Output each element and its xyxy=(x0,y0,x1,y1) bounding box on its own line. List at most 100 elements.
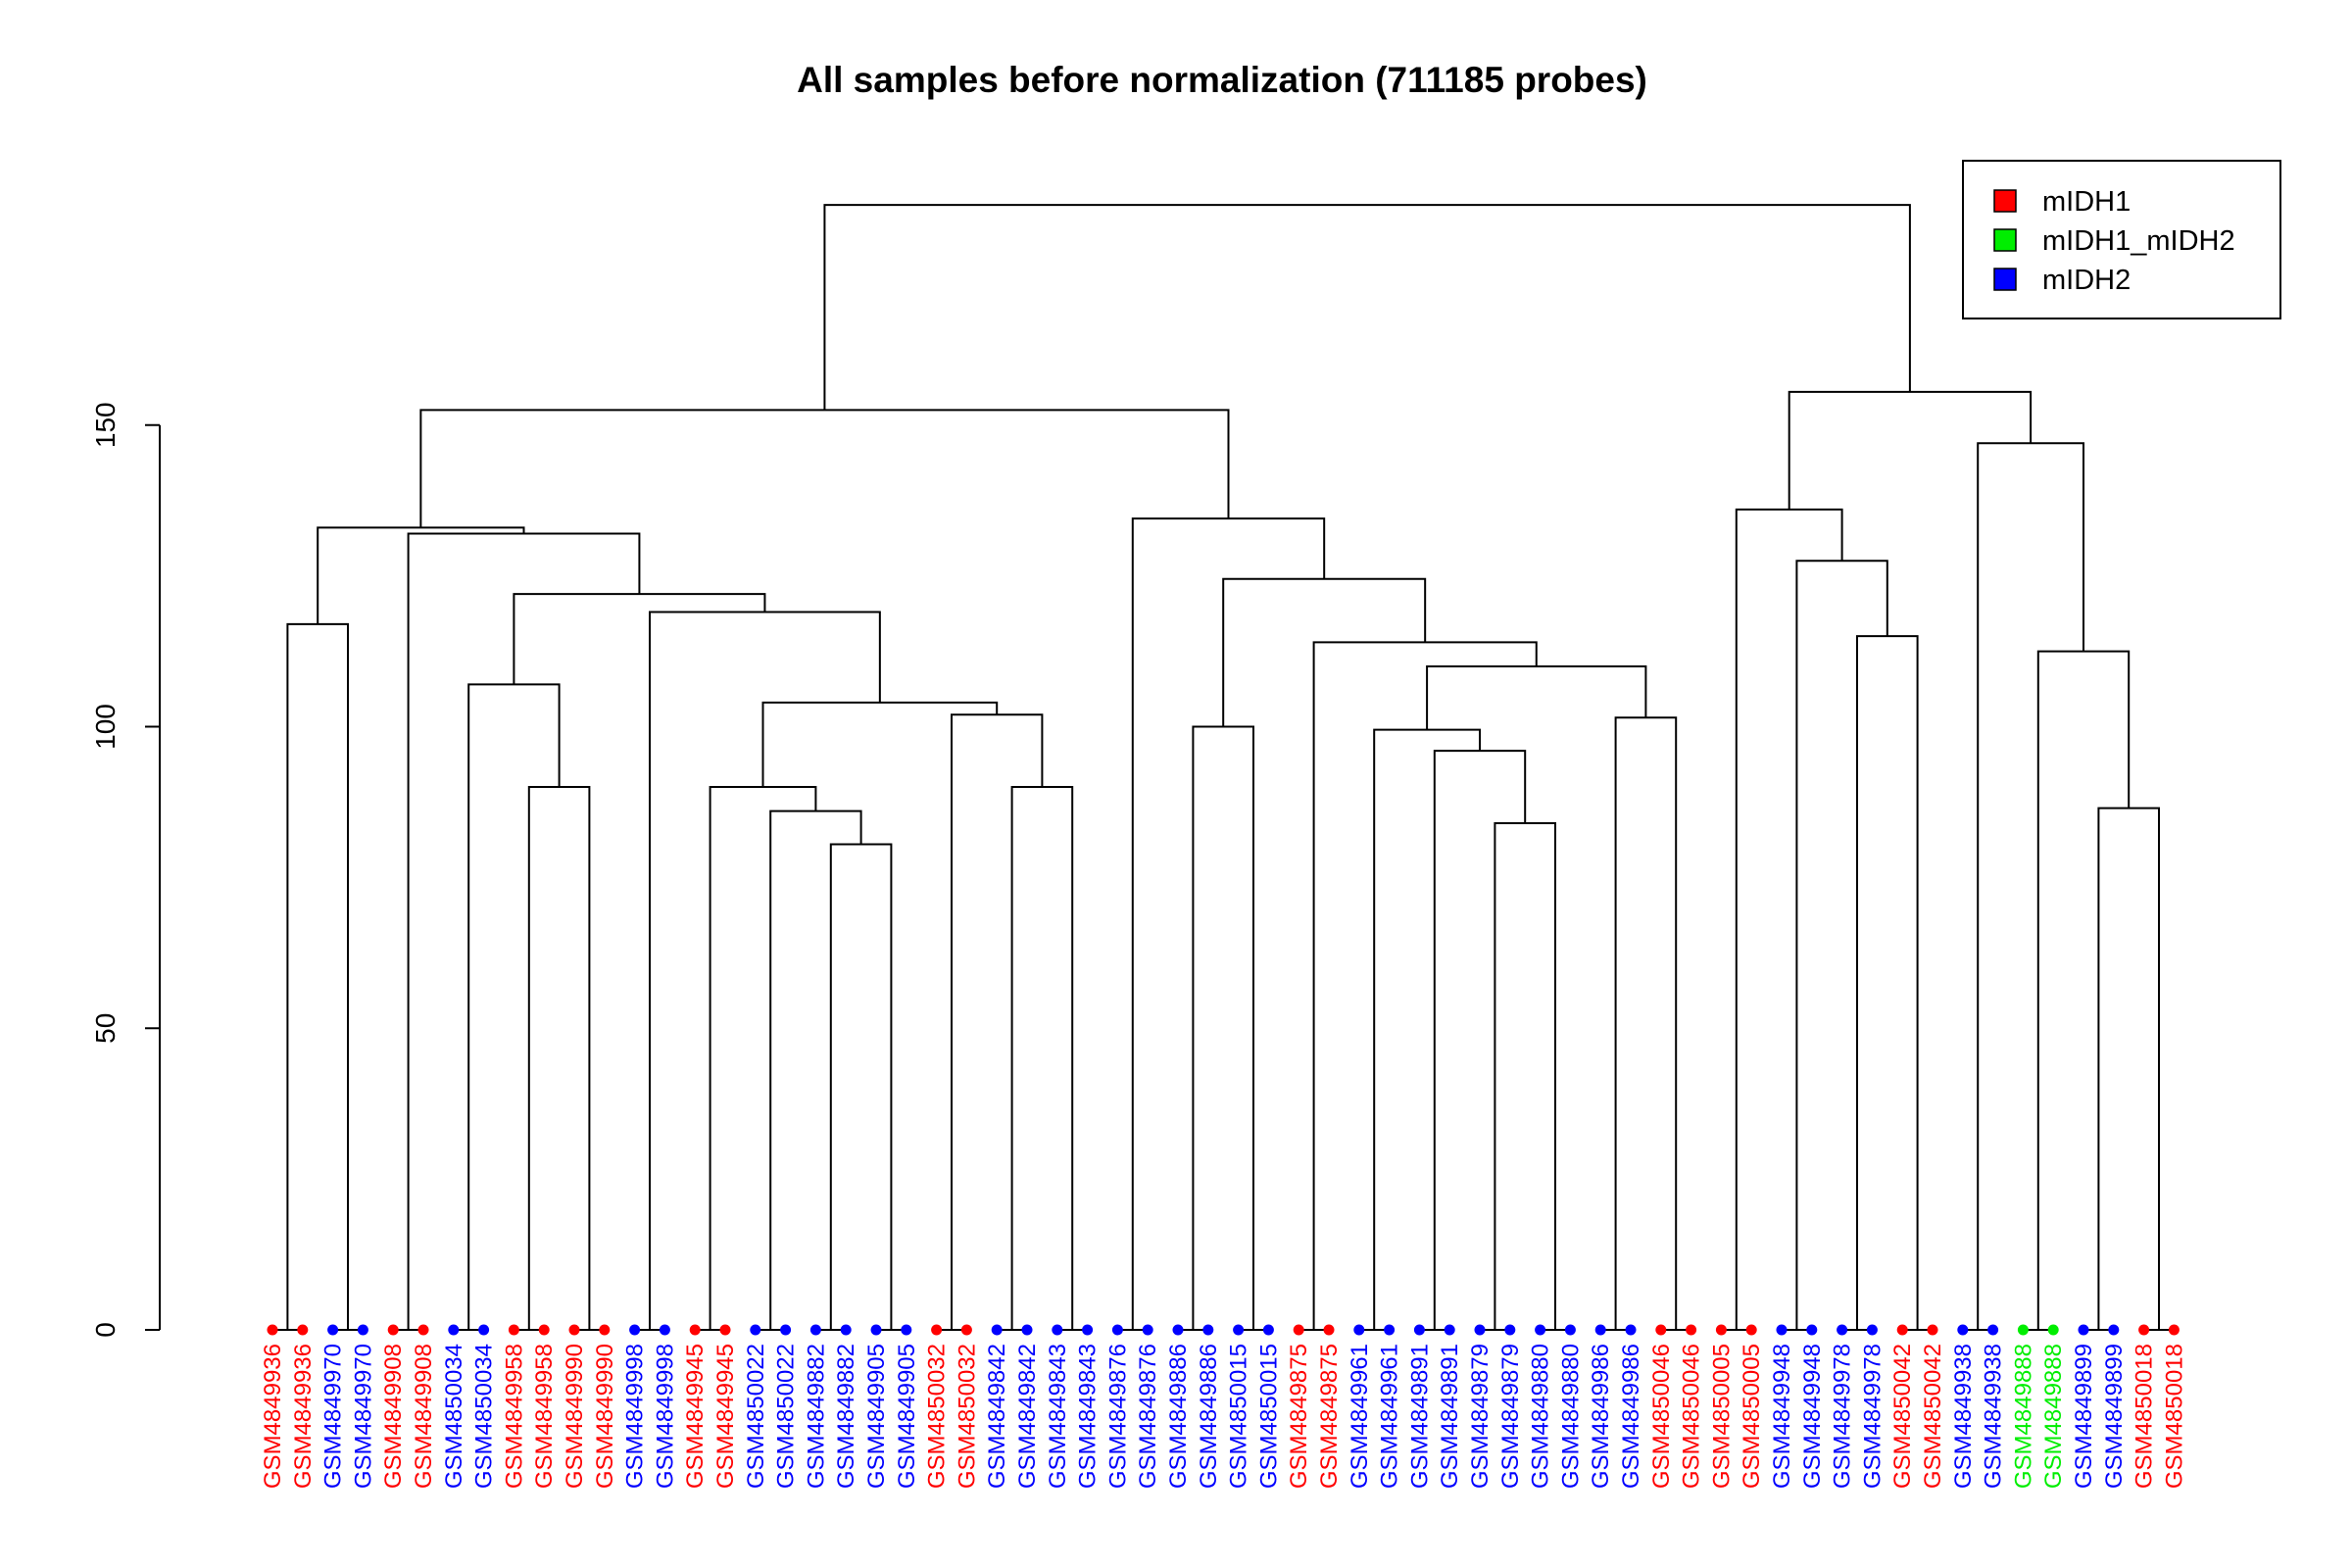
leaf-label: GSM4849986 xyxy=(1618,1344,1644,1489)
leaf-point xyxy=(1504,1324,1516,1336)
leaf-label: GSM4849986 xyxy=(1588,1344,1614,1489)
leaf-label: GSM4849958 xyxy=(501,1344,527,1489)
leaf-point xyxy=(297,1324,309,1336)
leaf-label: GSM4849970 xyxy=(350,1344,376,1489)
dendrogram-branch xyxy=(1795,560,1888,1330)
legend-label: mIDH1_mIDH2 xyxy=(2042,225,2235,257)
leaf-point xyxy=(840,1324,852,1336)
dendrogram-branch xyxy=(649,611,881,1330)
dendrogram-branch xyxy=(951,713,1044,1330)
leaf-label: GSM4850032 xyxy=(924,1344,951,1489)
leaf-label: GSM4849875 xyxy=(1316,1344,1343,1489)
leaf-label: GSM4849945 xyxy=(682,1344,709,1489)
leaf-label: GSM4850018 xyxy=(2132,1344,2158,1489)
leaf-label: GSM4849842 xyxy=(1014,1344,1041,1489)
leaf-label: GSM4849879 xyxy=(1467,1344,1494,1489)
leaf-label: GSM4849958 xyxy=(531,1344,558,1489)
dendrogram-branch xyxy=(1433,750,1527,1330)
leaf-point xyxy=(1806,1324,1818,1336)
leaf-label: GSM4849876 xyxy=(1104,1344,1131,1489)
leaf-label: GSM4849891 xyxy=(1437,1344,1463,1489)
leaf-label: GSM4849938 xyxy=(1981,1344,2007,1489)
leaf-point xyxy=(629,1324,641,1336)
leaf-point xyxy=(1655,1324,1667,1336)
leaf-point xyxy=(1686,1324,1697,1336)
leaf-label: GSM4849880 xyxy=(1528,1344,1554,1489)
y-axis: 0 50 100 150 xyxy=(90,402,161,1338)
leaf-point xyxy=(2168,1324,2180,1336)
dendrogram-branch xyxy=(823,204,1911,411)
leaf-point xyxy=(1082,1324,1094,1336)
leaf-point xyxy=(1745,1324,1757,1336)
leaf-label: GSM4850022 xyxy=(743,1344,769,1489)
leaf-point xyxy=(931,1324,943,1336)
leaf-point xyxy=(1353,1324,1365,1336)
leaf-label: GSM4849978 xyxy=(1830,1344,1856,1489)
leaf-label: GSM4849948 xyxy=(1769,1344,1795,1489)
dendrogram-branch xyxy=(1131,517,1326,1330)
leaf-point xyxy=(1384,1324,1396,1336)
leaf-point xyxy=(2138,1324,2150,1336)
leaf-label: GSM4849879 xyxy=(1497,1344,1524,1489)
dendrogram-branch xyxy=(1614,716,1678,1330)
leaf-label: GSM4850032 xyxy=(954,1344,980,1489)
chart-title: All samples before normalization (711185… xyxy=(797,60,1647,100)
dendrogram-branch xyxy=(1222,577,1427,727)
dendrogram-branch xyxy=(1192,725,1254,1330)
leaf-label: GSM4850015 xyxy=(1255,1344,1282,1489)
leaf-point xyxy=(1987,1324,1999,1336)
y-tick-label: 150 xyxy=(90,402,121,448)
leaf-point xyxy=(809,1324,821,1336)
leaf-point xyxy=(659,1324,670,1336)
dendrogram-branch xyxy=(1735,508,1843,1330)
leaf-point xyxy=(1715,1324,1727,1336)
dendrogram-branch xyxy=(1426,664,1647,730)
leaf-point xyxy=(1837,1324,1848,1336)
leaf-label: GSM4850034 xyxy=(471,1344,498,1489)
leaf-point xyxy=(599,1324,611,1336)
leaf-label: GSM4849899 xyxy=(2071,1344,2097,1489)
leaf-label: GSM4849961 xyxy=(1347,1344,1373,1489)
leaf-label: GSM4849998 xyxy=(652,1344,678,1489)
leaf-point xyxy=(1564,1324,1576,1336)
leaf-point xyxy=(357,1324,368,1336)
dendrogram-branch xyxy=(1856,635,1919,1330)
dendrogram-branch xyxy=(527,786,591,1330)
leaf-label: GSM4849891 xyxy=(1406,1344,1433,1489)
leaf-label: GSM4849880 xyxy=(1557,1344,1584,1489)
leaf-point xyxy=(750,1324,761,1336)
leaf-label: GSM4849882 xyxy=(803,1344,829,1489)
leaf-point xyxy=(1142,1324,1153,1336)
leaf-point xyxy=(2017,1324,2029,1336)
leaf-point xyxy=(1444,1324,1455,1336)
leaf-point xyxy=(1293,1324,1304,1336)
dendrogram-branch xyxy=(419,409,1230,528)
leaf-point xyxy=(1413,1324,1425,1336)
leaf-label: GSM4849888 xyxy=(2010,1344,2036,1489)
dendrogram-branch xyxy=(513,593,766,685)
dendrogram-leaves: GSM4849936 GSM4849936 GSM4849970 GSM4849970… xyxy=(260,1324,2187,1489)
legend-label: mIDH1 xyxy=(2042,186,2131,218)
leaf-point xyxy=(1323,1324,1335,1336)
leaf-point xyxy=(1535,1324,1546,1336)
leaf-label: GSM4849990 xyxy=(592,1344,618,1489)
dendrogram-branch xyxy=(467,683,561,1330)
leaf-label: GSM4849970 xyxy=(320,1344,347,1489)
leaf-label: GSM4849945 xyxy=(712,1344,739,1489)
leaf-label: GSM4849938 xyxy=(1950,1344,1977,1489)
dendrogram-branch xyxy=(286,622,349,1330)
leaf-label: GSM4849842 xyxy=(984,1344,1010,1489)
leaf-point xyxy=(960,1324,972,1336)
leaf-label: GSM4849888 xyxy=(2040,1344,2067,1489)
dendrogram-branch xyxy=(709,786,817,1330)
leaf-point xyxy=(2078,1324,2089,1336)
leaf-label: GSM4850015 xyxy=(1226,1344,1252,1489)
leaf-point xyxy=(1262,1324,1274,1336)
leaf-point xyxy=(508,1324,519,1336)
dendrogram-branch xyxy=(407,532,641,1330)
leaf-point xyxy=(478,1324,490,1336)
leaf-point xyxy=(448,1324,460,1336)
leaf-label: GSM4849908 xyxy=(380,1344,407,1489)
leaf-point xyxy=(1474,1324,1486,1336)
